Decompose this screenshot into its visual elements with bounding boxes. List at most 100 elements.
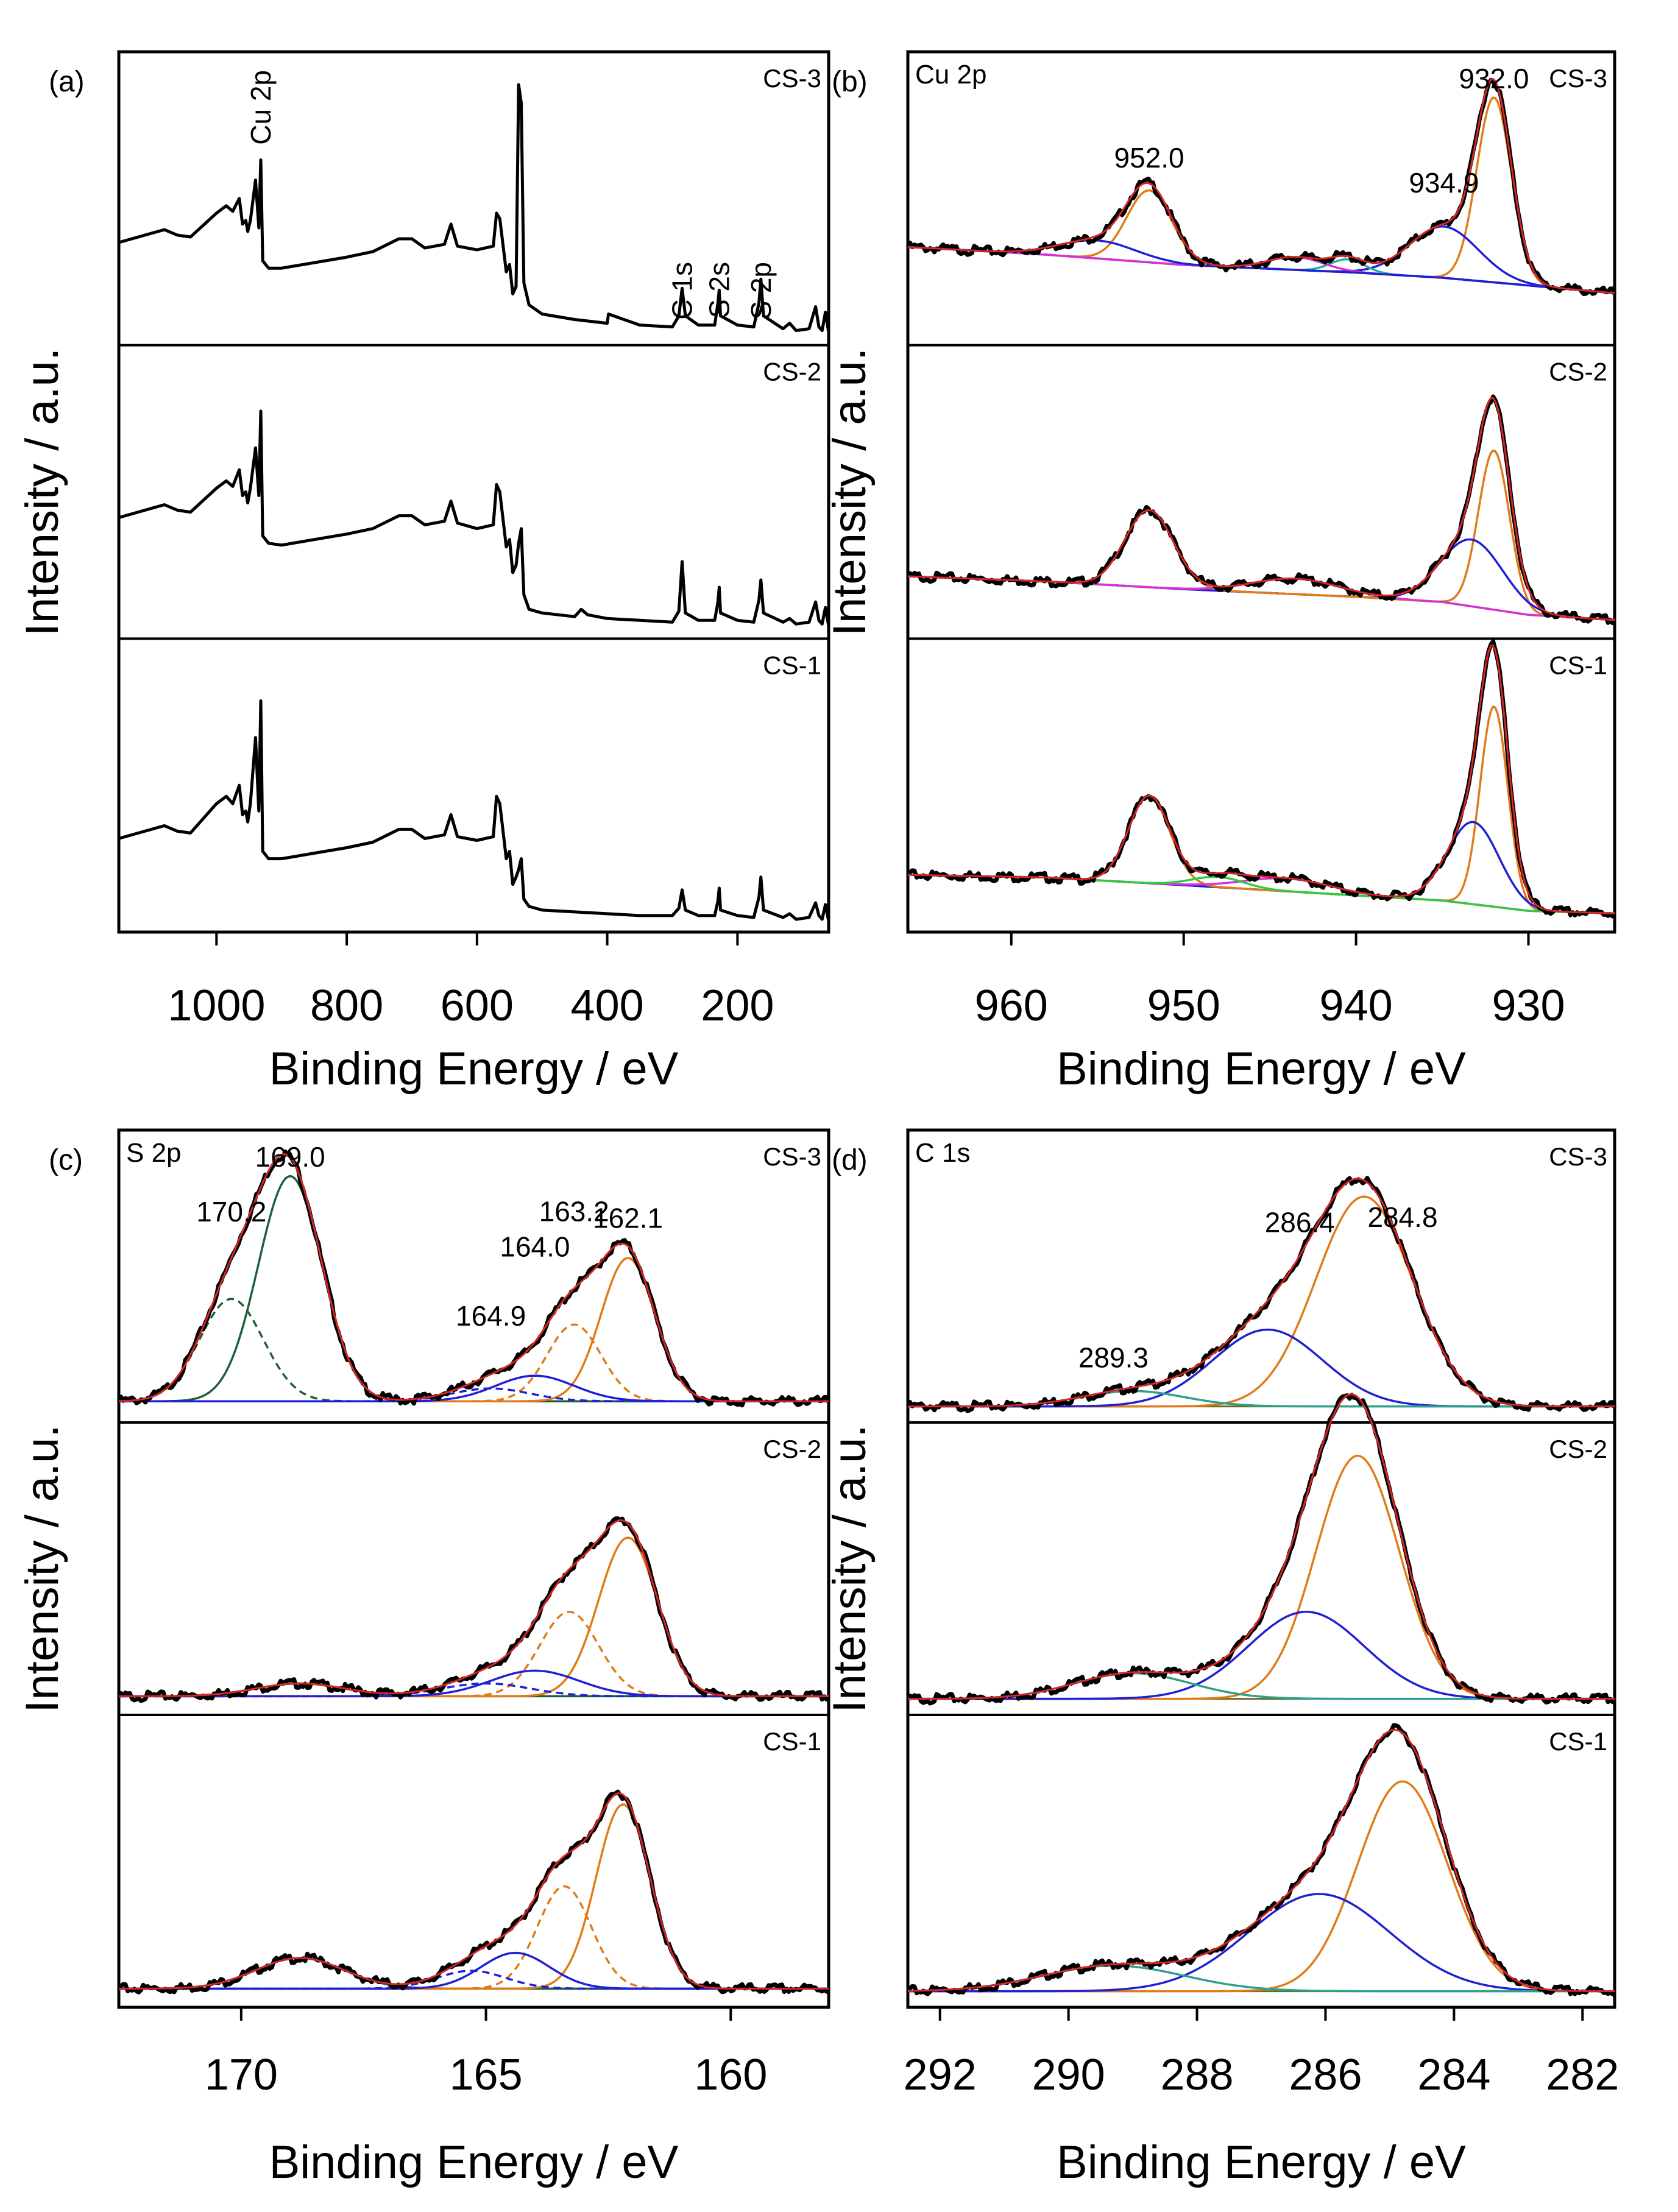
fit-component	[119, 1682, 829, 1698]
fit-component	[907, 821, 1615, 915]
x-tick-label: 284	[1417, 2051, 1490, 2099]
plot-frame-d	[906, 1128, 1616, 2009]
x-tick-label: 960	[975, 981, 1048, 1030]
core-level-label: Cu 2p	[915, 60, 986, 90]
sample-label-cs-3: CS-3	[763, 1142, 821, 1171]
x-tick-label: 400	[571, 981, 644, 1030]
panel-d: 292 290 288 286 284 282 Binding Energy / eV Int…	[824, 1128, 1619, 2188]
raw-spectrum	[117, 1789, 829, 1995]
peak-energy-label: 164.0	[500, 1231, 570, 1263]
x-tick-label: 940	[1320, 981, 1393, 1030]
fit-envelope	[908, 1178, 1615, 1408]
sample-label-cs-1: CS-1	[1549, 1727, 1607, 1756]
panel-letter: (a)	[49, 66, 85, 98]
raw-spectrum	[116, 1149, 831, 1408]
fit-envelope	[907, 77, 1615, 294]
fit-component	[119, 1611, 829, 1698]
y-axis-title: Intensity / a.u.	[16, 348, 68, 636]
raw-spectrum	[907, 1393, 1616, 1706]
sample-label-cs-1: CS-1	[1549, 651, 1607, 679]
sample-label-cs-3: CS-3	[1549, 1142, 1607, 1171]
fit-component	[119, 1970, 829, 1990]
panel-a: 1000 800 600 400 200 Binding Energy / eV Inten…	[16, 50, 830, 1095]
raw-spectrum	[905, 1176, 1617, 1413]
panel-letter: (c)	[49, 1144, 83, 1176]
fit-component	[907, 189, 1615, 294]
peak-energy-label: 162.1	[593, 1202, 663, 1234]
raw-spectrum	[118, 1516, 830, 1703]
survey-spectrum-cs-2	[118, 409, 830, 626]
element-peak-label: S 2s	[703, 262, 735, 318]
y-axis-title: Intensity / a.u.	[824, 1424, 876, 1712]
x-tick-label: 290	[1032, 2051, 1105, 2099]
raw-spectrum	[906, 1723, 1615, 1996]
x-axis-title: Binding Energy / eV	[1057, 2136, 1466, 2188]
sample-label-cs-1: CS-1	[763, 651, 821, 679]
fit-component	[908, 1893, 1615, 1993]
x-axis-title: Binding Energy / eV	[269, 1043, 679, 1095]
element-peak-label: C 1s	[667, 262, 698, 320]
panel-c: 170 165 160 Binding Energy / eV Intensity / …	[16, 1128, 831, 2188]
x-tick-label: 1000	[168, 981, 265, 1030]
y-axis-title: Intensity / a.u.	[16, 1424, 68, 1712]
x-tick-label: 930	[1492, 981, 1565, 1030]
survey-spectrum-cs-3	[118, 83, 830, 333]
fit-envelope	[119, 1519, 829, 1697]
x-tick-label: 282	[1546, 2051, 1619, 2099]
x-axis-title: Binding Energy / eV	[269, 2136, 679, 2188]
sample-label-cs-3: CS-3	[1549, 64, 1607, 93]
x-tick-label: 200	[701, 981, 774, 1030]
fit-envelope	[907, 644, 1615, 914]
peak-energy-label: 164.9	[456, 1300, 526, 1332]
sample-label-cs-2: CS-2	[763, 358, 821, 386]
x-tick-label: 800	[310, 981, 383, 1030]
y-axis-title: Intensity / a.u.	[824, 348, 876, 636]
fit-component	[119, 1885, 829, 1990]
x-tick-label: 950	[1147, 981, 1220, 1030]
plot-frame-c	[117, 1128, 830, 2009]
fit-component	[907, 509, 1615, 621]
fit-component	[119, 1803, 829, 1990]
plot-frame-a	[117, 50, 830, 934]
plot-frame-b	[906, 50, 1616, 934]
survey-spectrum-cs-1	[118, 699, 830, 922]
x-tick-label: 160	[694, 2051, 767, 2099]
panel-letter: (d)	[832, 1144, 868, 1176]
fit-envelope	[908, 1393, 1615, 1700]
panel-b: 960 950 940 930 Binding Energy / eV Intensity…	[824, 50, 1617, 1095]
peak-energy-label: 284.8	[1367, 1201, 1437, 1233]
peak-energy-label: 934.9	[1409, 167, 1479, 199]
fit-component	[908, 1195, 1615, 1408]
x-tick-label: 170	[205, 2051, 278, 2099]
peak-energy-label: 932.0	[1459, 63, 1529, 94]
fit-envelope	[118, 1153, 829, 1402]
sample-label-cs-3: CS-3	[763, 64, 821, 93]
x-tick-label: 600	[441, 981, 514, 1030]
sample-label-cs-1: CS-1	[763, 1727, 821, 1756]
x-axis-title: Binding Energy / eV	[1057, 1043, 1466, 1095]
fit-envelope	[119, 1792, 829, 1990]
element-peak-label: Cu 2p	[245, 70, 277, 145]
fit-component	[907, 794, 1615, 915]
fit-envelope	[907, 1728, 1615, 1993]
x-tick-label: 292	[904, 2051, 977, 2099]
sample-label-cs-2: CS-2	[763, 1435, 821, 1463]
fit-component	[908, 1611, 1615, 1700]
peak-energy-label: 163.2	[539, 1196, 609, 1228]
panel-letter: (b)	[832, 66, 868, 98]
fit-component	[908, 1780, 1615, 1993]
element-peak-label: S 2p	[745, 262, 777, 320]
fit-component	[119, 1387, 829, 1402]
peak-energy-label: 169.0	[255, 1141, 325, 1173]
peak-energy-label: 170.2	[196, 1196, 266, 1228]
peak-energy-label: 952.0	[1114, 142, 1184, 174]
x-tick-label: 286	[1289, 2051, 1362, 2099]
sample-label-cs-2: CS-2	[1549, 1435, 1607, 1463]
sample-label-cs-2: CS-2	[1549, 358, 1607, 386]
peak-energy-label: 286.4	[1265, 1207, 1335, 1239]
fit-envelope	[907, 397, 1615, 621]
x-tick-label: 165	[450, 2051, 523, 2099]
peak-energy-label: 289.3	[1078, 1341, 1149, 1373]
fit-component	[908, 1454, 1615, 1700]
